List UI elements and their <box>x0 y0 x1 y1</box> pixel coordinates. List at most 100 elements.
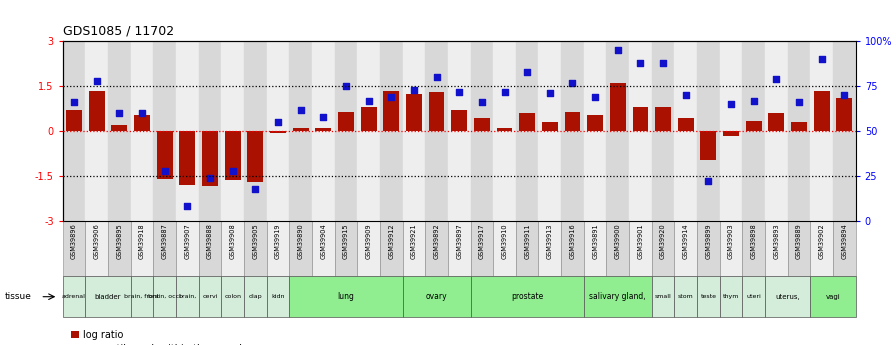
Bar <box>289 276 402 317</box>
Point <box>792 100 806 105</box>
Text: ovary: ovary <box>426 292 447 301</box>
Bar <box>361 107 376 131</box>
Bar <box>202 131 218 186</box>
Text: GSM39899: GSM39899 <box>705 224 711 259</box>
Bar <box>383 91 399 131</box>
Point <box>248 186 263 191</box>
Bar <box>289 41 312 221</box>
Bar <box>176 41 199 221</box>
Point <box>294 107 308 112</box>
Bar <box>85 276 131 317</box>
Point <box>702 179 716 184</box>
Bar <box>267 276 289 317</box>
Bar <box>697 221 719 276</box>
Bar <box>153 221 176 276</box>
Bar <box>493 221 516 276</box>
Point <box>475 100 489 105</box>
Bar <box>131 41 153 221</box>
Bar <box>561 41 584 221</box>
Point <box>724 101 738 107</box>
Point <box>429 75 444 80</box>
Bar <box>833 41 856 221</box>
Bar <box>837 98 852 131</box>
Bar <box>153 41 176 221</box>
Bar <box>743 41 765 221</box>
Point <box>384 94 399 100</box>
Bar <box>312 41 334 221</box>
Bar <box>675 221 697 276</box>
Text: GSM39919: GSM39919 <box>275 224 281 259</box>
Bar <box>85 41 108 221</box>
Bar <box>697 276 719 317</box>
Point <box>565 80 580 86</box>
Bar <box>244 221 267 276</box>
Bar <box>199 221 221 276</box>
Text: GSM39917: GSM39917 <box>478 224 485 259</box>
Text: GSM39920: GSM39920 <box>660 224 666 259</box>
Bar <box>584 221 607 276</box>
Bar <box>765 41 788 221</box>
Bar <box>496 128 513 131</box>
Bar <box>474 118 490 131</box>
Bar <box>157 131 173 179</box>
Bar <box>675 41 697 221</box>
Bar <box>293 128 308 131</box>
Text: GSM39921: GSM39921 <box>411 224 417 259</box>
Bar <box>470 276 584 317</box>
Point <box>588 94 602 100</box>
Bar <box>63 41 85 221</box>
Bar <box>701 131 716 159</box>
Bar <box>607 41 629 221</box>
Text: stom: stom <box>678 294 694 299</box>
Bar <box>516 41 538 221</box>
Bar <box>312 221 334 276</box>
Text: GSM39887: GSM39887 <box>161 224 168 259</box>
Bar <box>247 131 263 182</box>
Text: thym: thym <box>723 294 739 299</box>
Bar <box>791 122 807 131</box>
Bar <box>406 94 422 131</box>
Text: bladder: bladder <box>95 294 121 300</box>
Text: GSM39890: GSM39890 <box>297 224 304 259</box>
Bar <box>719 276 743 317</box>
Point <box>361 98 375 104</box>
Text: GSM39915: GSM39915 <box>343 224 349 259</box>
Text: GSM39906: GSM39906 <box>94 224 99 259</box>
Point <box>497 89 512 95</box>
Bar <box>267 221 289 276</box>
Bar <box>723 131 739 136</box>
Bar <box>108 41 131 221</box>
Bar <box>810 276 856 317</box>
Text: GDS1085 / 11702: GDS1085 / 11702 <box>63 25 174 38</box>
Text: prostate: prostate <box>511 292 543 301</box>
Text: teste: teste <box>701 294 717 299</box>
Point <box>520 69 534 75</box>
Text: GSM39891: GSM39891 <box>592 224 599 259</box>
Point <box>316 114 331 119</box>
Bar <box>542 122 557 131</box>
Bar <box>743 276 765 317</box>
Bar <box>719 221 743 276</box>
Point <box>180 204 194 209</box>
Point <box>633 60 648 66</box>
Text: kidn: kidn <box>271 294 285 299</box>
Bar <box>221 276 244 317</box>
Bar <box>315 128 332 131</box>
Bar <box>108 221 131 276</box>
Text: uterus,: uterus, <box>775 294 800 300</box>
Bar <box>814 91 830 131</box>
Text: cervi: cervi <box>202 294 218 299</box>
Text: GSM39888: GSM39888 <box>207 224 213 259</box>
Text: tissue: tissue <box>4 292 31 301</box>
Text: colon: colon <box>224 294 241 299</box>
Bar <box>402 221 426 276</box>
Text: GSM39900: GSM39900 <box>615 224 621 259</box>
Bar <box>380 221 402 276</box>
Bar <box>516 221 538 276</box>
Bar <box>651 276 675 317</box>
Text: GSM39905: GSM39905 <box>253 224 258 259</box>
Bar <box>810 221 833 276</box>
Bar <box>765 276 810 317</box>
Point <box>134 110 149 116</box>
Text: GSM39908: GSM39908 <box>229 224 236 259</box>
